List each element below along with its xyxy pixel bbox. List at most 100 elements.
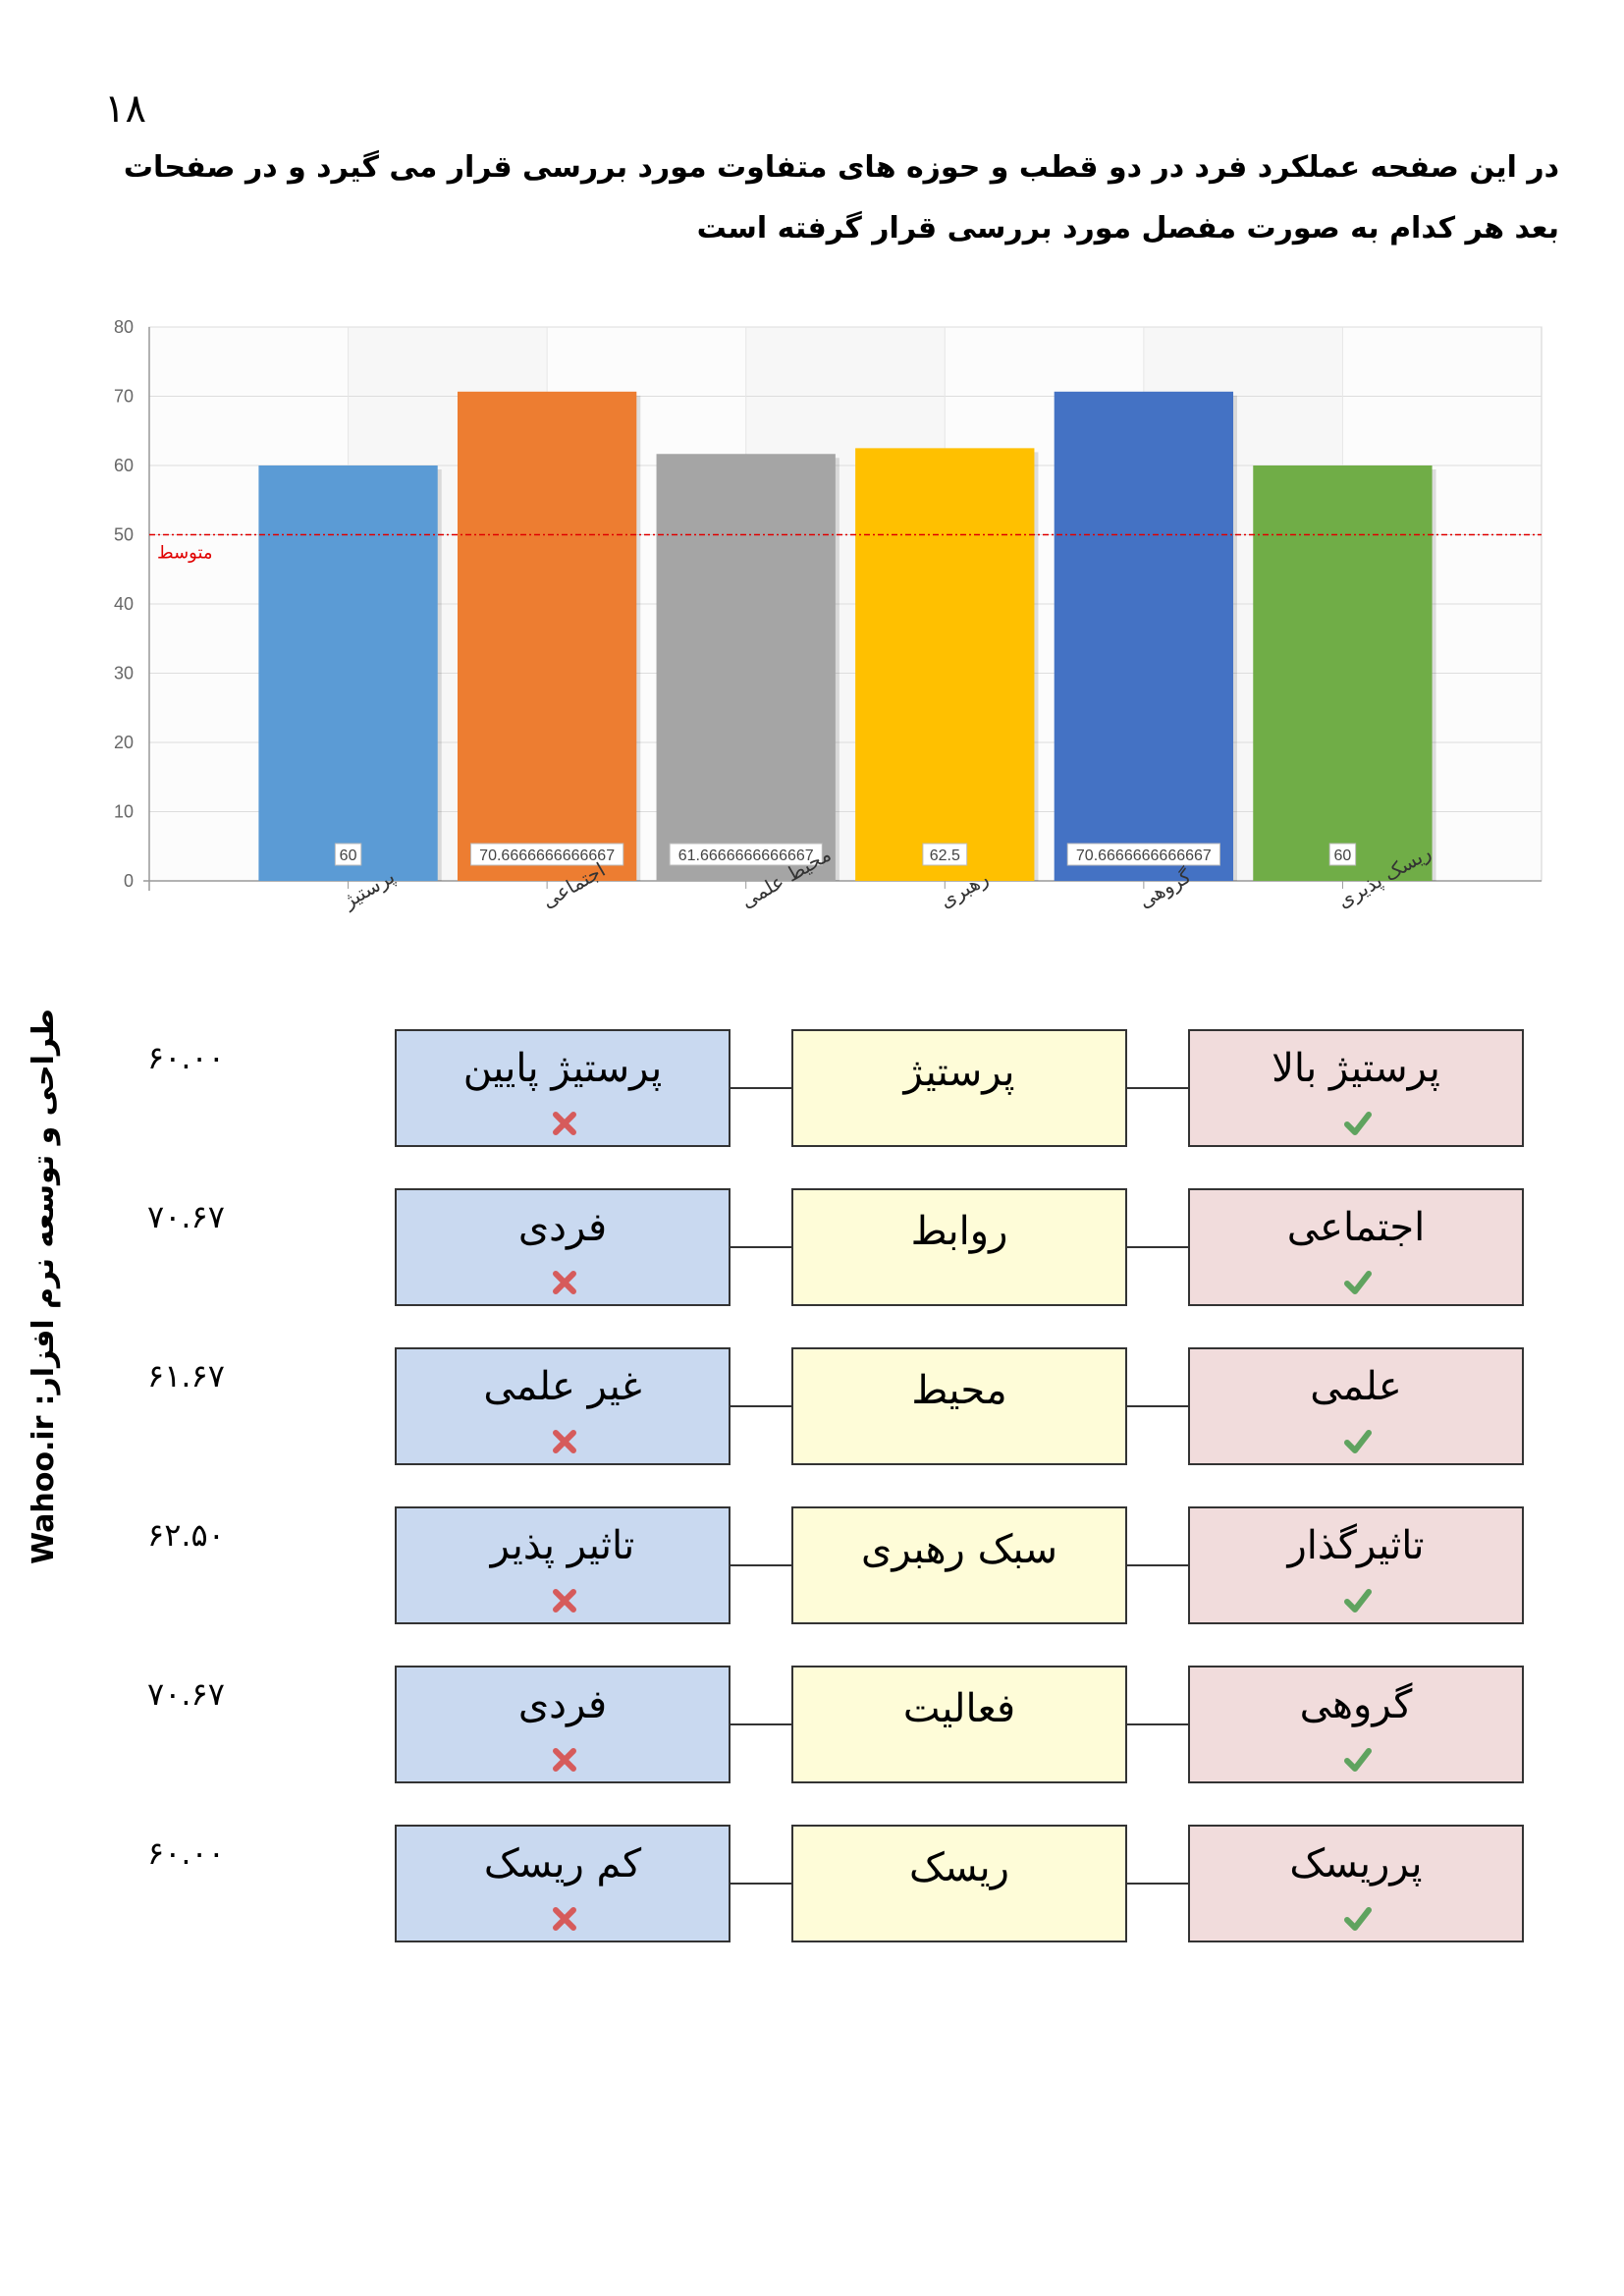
high-pole-box: تاثیرگذار [1188, 1506, 1524, 1624]
high-pole-label: گروهی [1299, 1682, 1413, 1727]
high-pole-box: اجتماعی [1188, 1188, 1524, 1306]
low-pole-label: کم ریسک [483, 1841, 642, 1886]
y-tick-label: 60 [114, 456, 134, 475]
connector-line [1127, 1883, 1188, 1885]
dimension-box: محیط [791, 1347, 1127, 1465]
low-pole-label: پرستیژ پایین [462, 1046, 663, 1091]
high-pole-label: علمی [1310, 1364, 1402, 1409]
low-pole-label: فردی [517, 1205, 608, 1250]
dimension-label: محیط [911, 1368, 1007, 1413]
connector-line [1127, 1564, 1188, 1566]
dimension-label: ریسک [909, 1845, 1009, 1890]
high-pole-label: پرستیژ بالا [1272, 1046, 1440, 1091]
dimension-box: ریسک [791, 1825, 1127, 1942]
data-label: 60 [1334, 847, 1352, 864]
check-icon [1344, 1271, 1372, 1294]
connector-line [1127, 1246, 1188, 1248]
bar [1253, 465, 1433, 881]
connector-line [731, 1723, 791, 1725]
cross-icon [553, 1430, 576, 1453]
y-tick-label: 40 [114, 594, 134, 614]
high-pole-box: گروهی [1188, 1666, 1524, 1783]
dimension-box: فعالیت [791, 1666, 1127, 1783]
check-icon [1344, 1748, 1372, 1772]
data-label-box [1328, 843, 1357, 866]
connector-line [1127, 1087, 1188, 1089]
credit-site: Wahoo.ir [26, 1415, 61, 1564]
dimension-box: روابط [791, 1188, 1127, 1306]
cross-icon [553, 1907, 576, 1931]
check-icon [1344, 1589, 1372, 1613]
bar [258, 465, 438, 881]
credit-text: طراحی و توسعه نرم افزار: [26, 1009, 61, 1406]
cross-icon [553, 1589, 576, 1613]
low-pole-box: تاثیر پذیر [395, 1506, 731, 1624]
connector-line [731, 1087, 791, 1089]
connector-line [731, 1564, 791, 1566]
connector-line [1127, 1723, 1188, 1725]
connector-line [731, 1246, 791, 1248]
data-label-box [470, 843, 624, 866]
page-number: ۱۸ [104, 86, 146, 132]
score-bar-chart: 0102030405060708060پرستیژ70.666666666666… [114, 317, 1543, 914]
high-pole-label: اجتماعی [1286, 1205, 1426, 1250]
row-value: ۶۰.۰۰ [147, 1039, 225, 1076]
data-label-box [922, 843, 968, 866]
check-icon [1344, 1907, 1372, 1931]
check-icon [1344, 1430, 1372, 1453]
low-pole-label: فردی [517, 1682, 608, 1727]
intro-paragraph: در این صفحه عملکرد فرد در دو قطب و حوزه … [123, 150, 1559, 246]
data-label-box [669, 843, 823, 866]
data-label: 60 [340, 847, 357, 864]
check-icon [1344, 1112, 1372, 1135]
cross-icon [553, 1112, 576, 1135]
cross-icon [553, 1271, 576, 1294]
high-pole-box: علمی [1188, 1347, 1524, 1465]
dimension-label: پرستیژ [903, 1050, 1015, 1095]
row-value: ۶۰.۰۰ [147, 1834, 225, 1872]
data-label: 70.6666666666667 [479, 847, 615, 864]
connector-line [731, 1883, 791, 1885]
dimension-box: سبک رهبری [791, 1506, 1127, 1624]
bar [457, 391, 637, 881]
row-value: ۷۰.۶۷ [147, 1675, 225, 1713]
high-pole-label: پرریسک [1289, 1841, 1423, 1886]
data-label: 61.6666666666667 [678, 847, 814, 864]
dimension-label: روابط [910, 1209, 1008, 1254]
dimension-label: سبک رهبری [861, 1527, 1057, 1572]
low-pole-box: پرستیژ پایین [395, 1029, 731, 1147]
y-tick-label: 20 [114, 733, 134, 752]
low-pole-box: فردی [395, 1666, 731, 1783]
high-pole-box: پرستیژ بالا [1188, 1029, 1524, 1147]
bar [855, 448, 1035, 881]
data-label: 62.5 [930, 847, 960, 864]
connector-line [1127, 1405, 1188, 1407]
low-pole-box: غیر علمی [395, 1347, 731, 1465]
dimension-label: فعالیت [902, 1686, 1016, 1731]
y-tick-label: 70 [114, 387, 134, 407]
data-label-box [1066, 843, 1220, 866]
y-tick-label: 10 [114, 802, 134, 822]
y-tick-label: 80 [114, 317, 134, 337]
side-credit: Wahoo.ir طراحی و توسعه نرم افزار: [14, 1009, 73, 1564]
row-value: ۷۰.۶۷ [147, 1198, 225, 1235]
cross-icon [553, 1748, 576, 1772]
dimension-box: پرستیژ [791, 1029, 1127, 1147]
high-pole-box: پرریسک [1188, 1825, 1524, 1942]
average-line-label: متوسط [157, 543, 213, 564]
low-pole-label: غیر علمی [483, 1364, 642, 1409]
low-pole-label: تاثیر پذیر [490, 1523, 635, 1568]
y-tick-label: 50 [114, 525, 134, 545]
row-value: ۶۲.۵۰ [147, 1516, 225, 1554]
high-pole-label: تاثیرگذار [1287, 1523, 1425, 1568]
low-pole-box: کم ریسک [395, 1825, 731, 1942]
low-pole-box: فردی [395, 1188, 731, 1306]
data-label-box [334, 843, 362, 866]
row-value: ۶۱.۶۷ [147, 1357, 225, 1394]
data-label: 70.6666666666667 [1076, 847, 1212, 864]
bar [656, 454, 836, 881]
y-tick-label: 30 [114, 664, 134, 683]
y-tick-label: 0 [124, 871, 134, 891]
bar [1054, 391, 1234, 881]
connector-line [731, 1405, 791, 1407]
